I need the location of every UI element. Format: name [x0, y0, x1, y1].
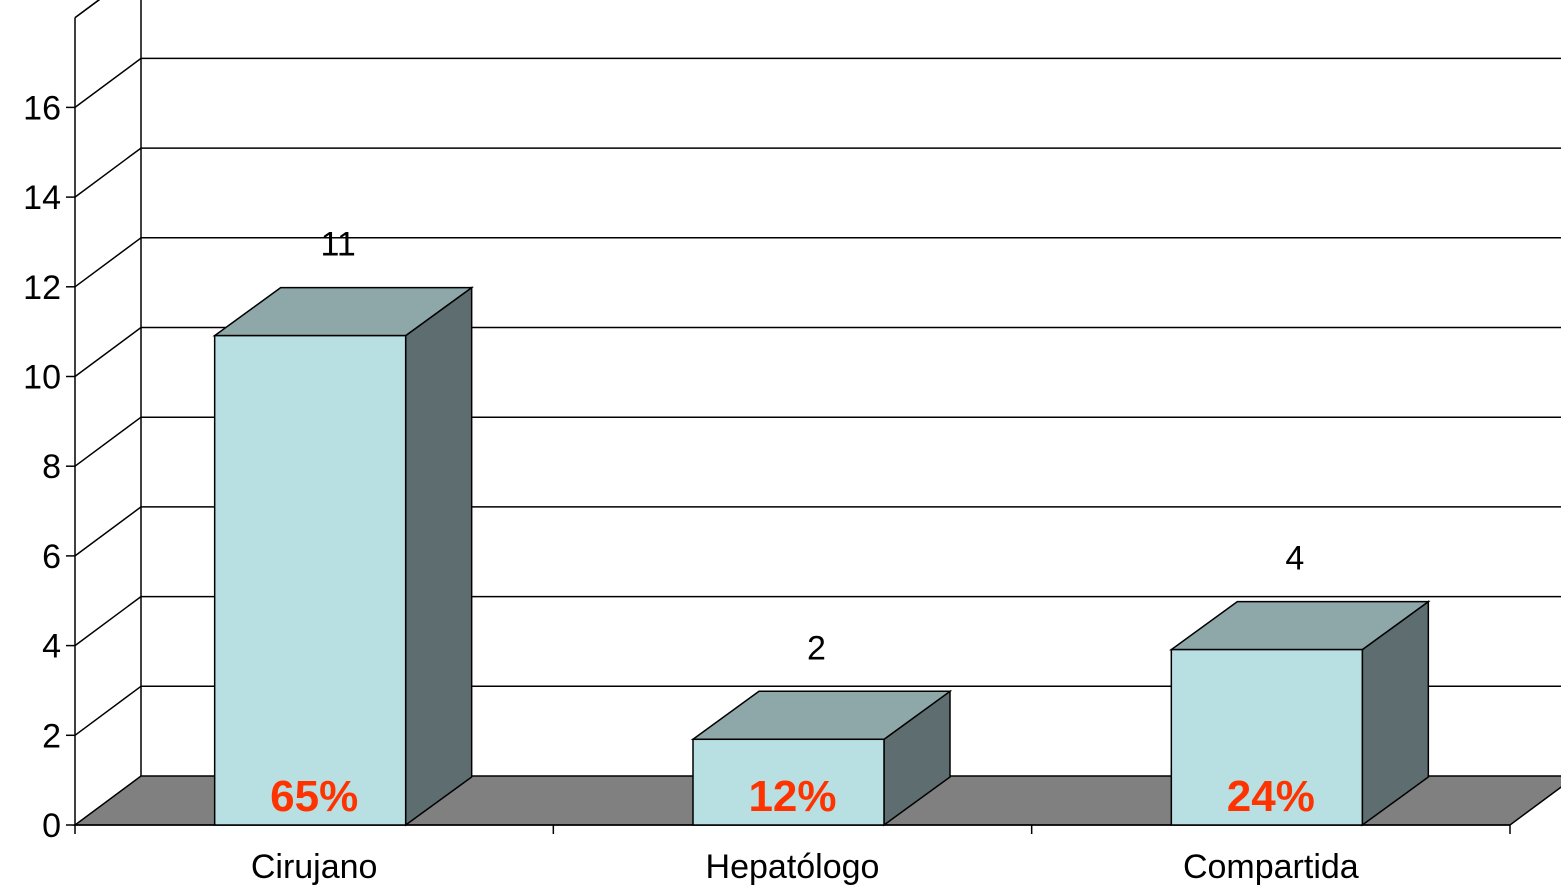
y-tick-label: 4	[42, 628, 61, 666]
bars	[212, 286, 1431, 827]
gridline-diagonal	[74, 57, 142, 109]
bar-cirujano	[212, 286, 474, 827]
bar-hepatólogo	[690, 689, 953, 827]
bar-front-face	[213, 334, 407, 826]
left-wall-top-edge	[74, 0, 101, 19]
gridline-diagonal	[74, 685, 142, 736]
y-tick-label: 12	[23, 269, 61, 307]
gridline-diagonal	[74, 237, 142, 288]
bar-compartida	[1169, 600, 1431, 827]
y-axis: 0 2 4 6 8 10 12 14 16	[23, 89, 75, 845]
y-tick-label: 16	[23, 89, 61, 127]
category-label: Compartida	[1183, 848, 1359, 886]
percent-label: 65%	[270, 772, 358, 821]
gridline-diagonal	[74, 147, 142, 198]
category-label: Cirujano	[251, 848, 378, 886]
gridline-diagonal	[74, 595, 142, 647]
y-tick-label: 10	[23, 359, 61, 397]
gridline-diagonal	[74, 506, 142, 557]
gridline-diagonal	[74, 0, 101, 19]
y-tick-label: 6	[42, 538, 61, 576]
value-label: 4	[1285, 540, 1304, 578]
category-label: Hepatólogo	[706, 848, 880, 886]
value-label: 2	[807, 629, 826, 667]
y-tick-label: 8	[42, 448, 61, 486]
bar-front-face	[1170, 648, 1364, 826]
data-labels: 11 65% 2 12% 4 24%	[270, 226, 1315, 821]
y-tick-label: 2	[42, 717, 61, 755]
bar-front-face	[692, 738, 885, 826]
percent-label: 24%	[1227, 772, 1315, 821]
y-tick-label: 14	[23, 179, 61, 217]
x-axis: Cirujano Hepatólogo Compartida	[74, 824, 1511, 886]
bar-side-face	[404, 286, 473, 827]
percent-label: 12%	[748, 772, 836, 821]
chart-walls	[74, 0, 142, 825]
value-label: 11	[321, 226, 356, 264]
gridline-diagonal	[74, 326, 142, 378]
y-tick-label: 0	[42, 807, 61, 845]
gridline-diagonal	[74, 416, 142, 467]
